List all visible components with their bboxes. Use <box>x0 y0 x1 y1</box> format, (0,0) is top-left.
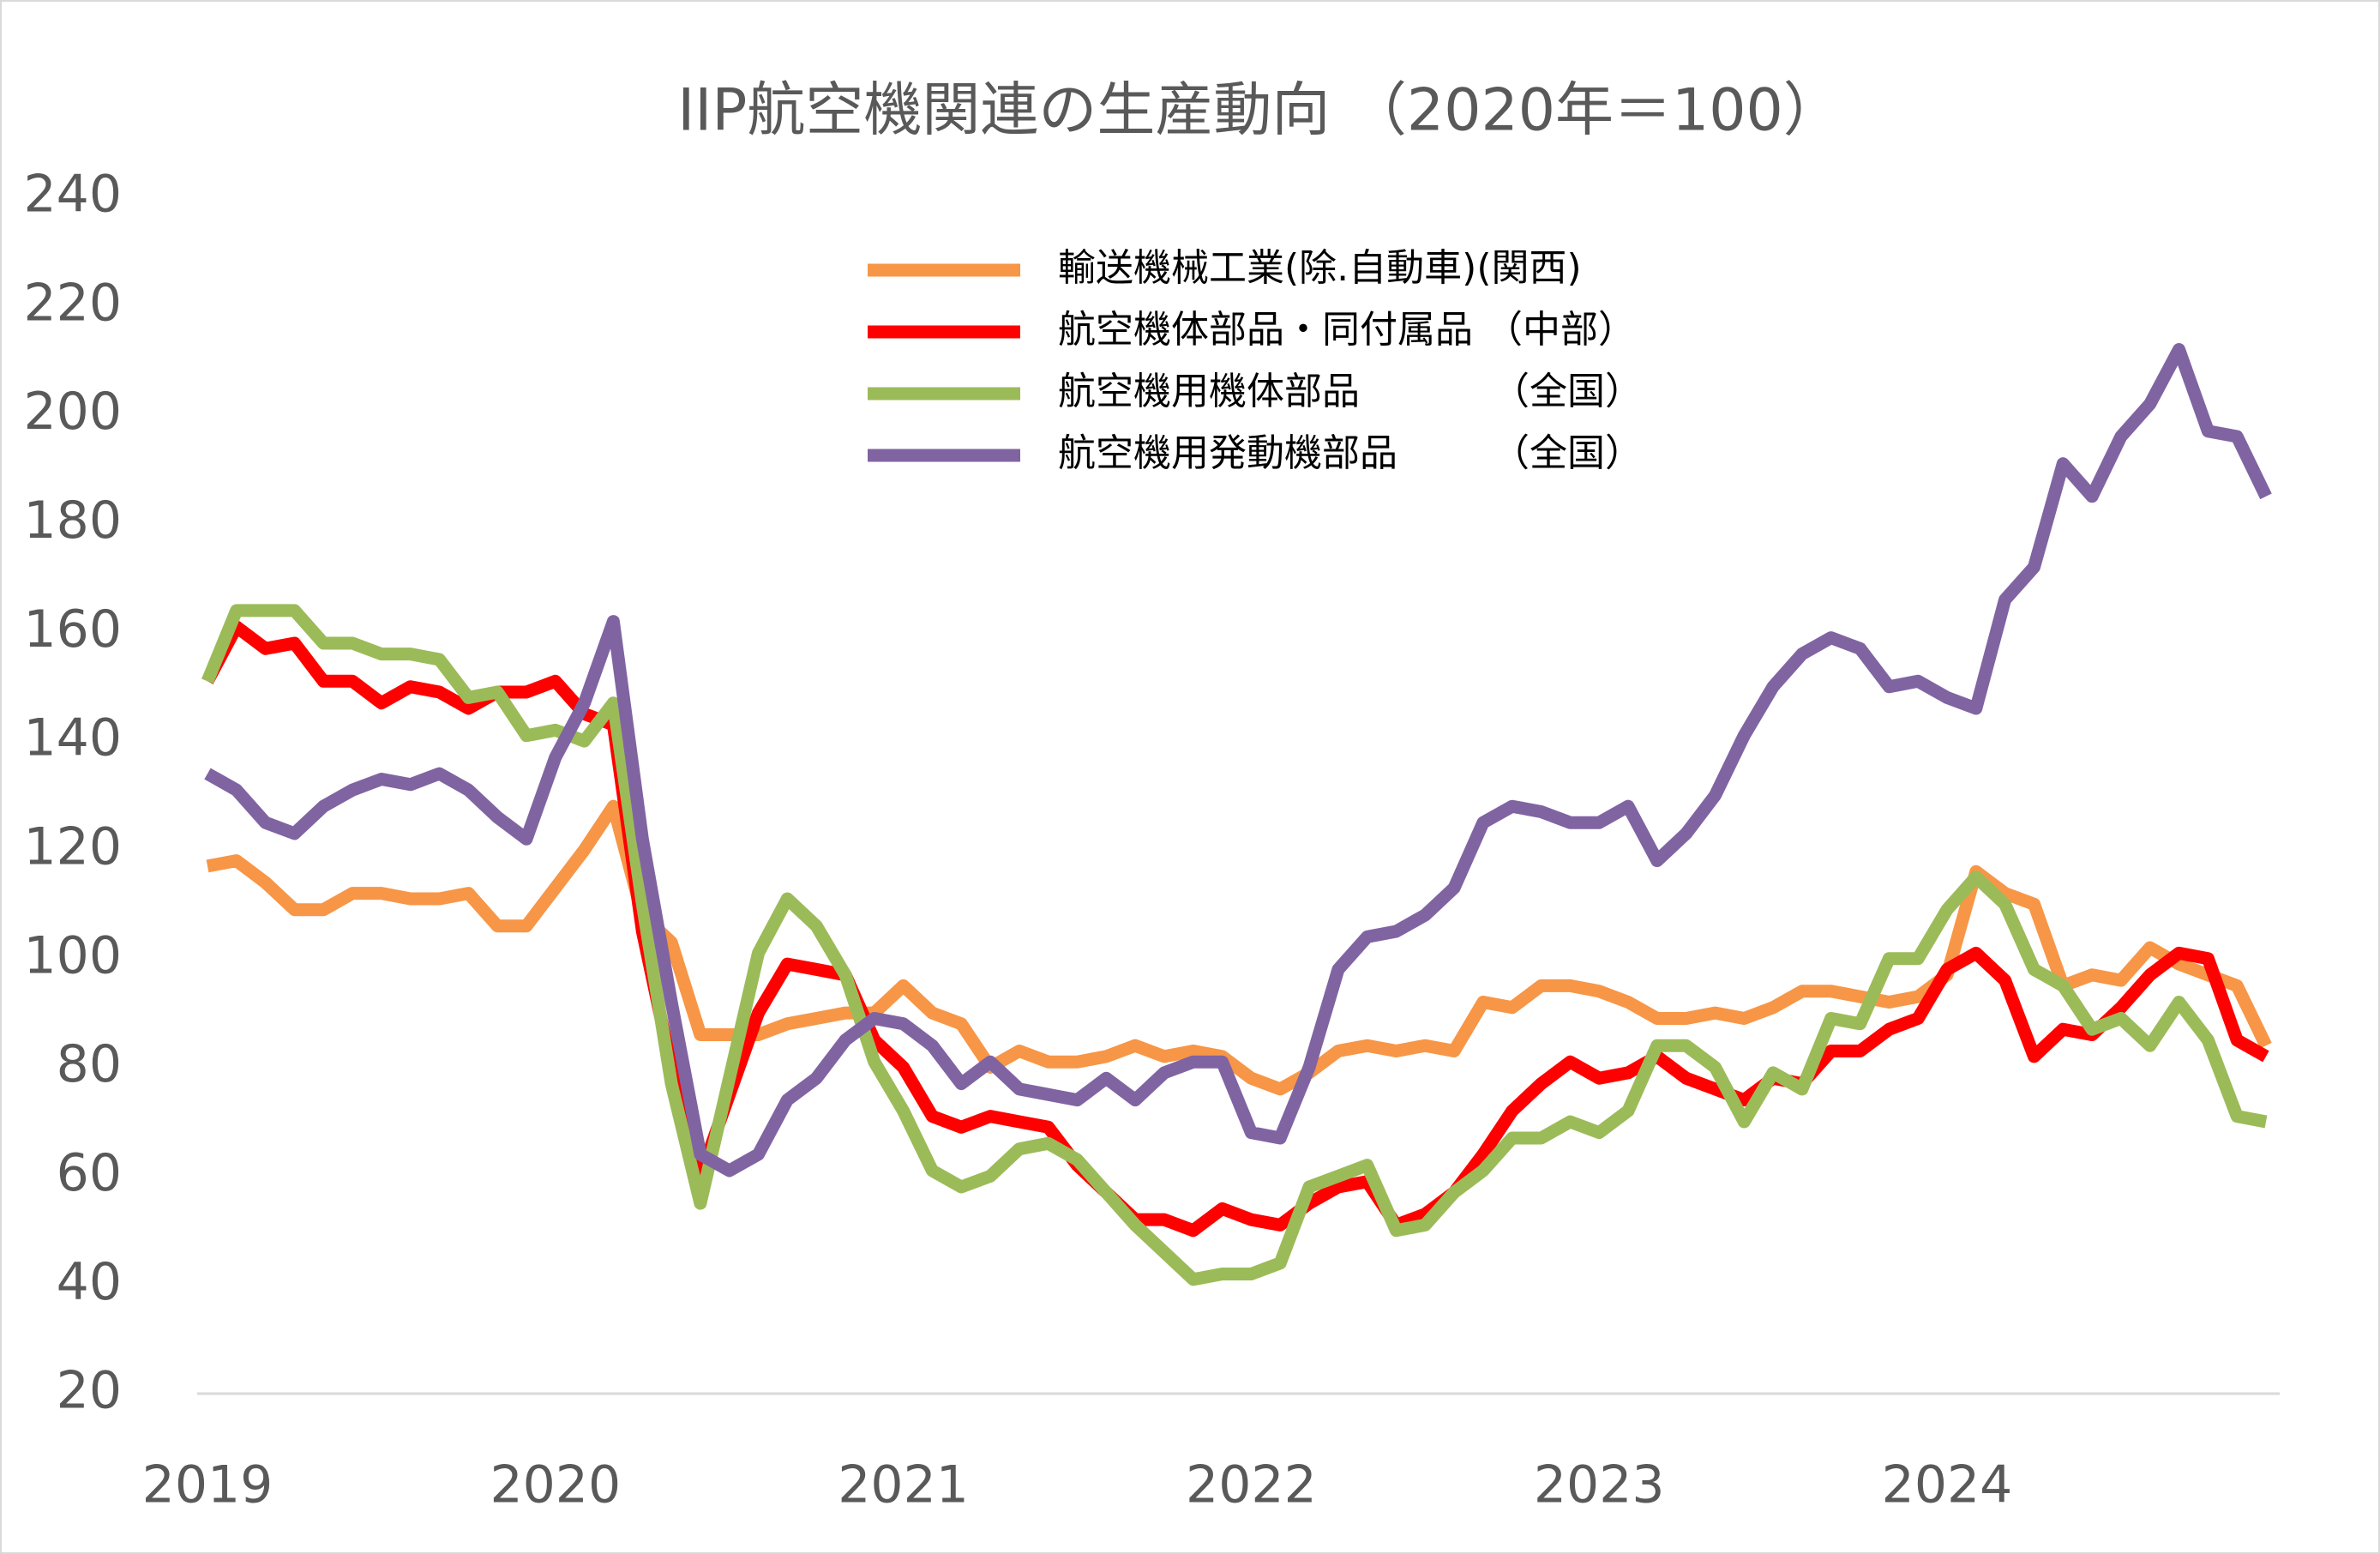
legend-label: 航空機用発動機部品 （全国） <box>1058 431 1643 475</box>
series-line <box>201 604 2268 1286</box>
x-tick-label: 2024 <box>1882 1455 2013 1515</box>
legend-label: 航空機体部品・同付属品 （中部） <box>1058 308 1636 352</box>
series-line <box>204 343 2272 1178</box>
y-tick-label: 100 <box>23 925 122 985</box>
y-tick-label: 240 <box>23 165 122 225</box>
y-tick-label: 20 <box>57 1361 122 1421</box>
series-line <box>201 620 2269 1238</box>
series-line <box>206 799 2272 1096</box>
x-tick-label: 2023 <box>1534 1455 1665 1515</box>
y-tick-label: 160 <box>23 599 122 660</box>
x-tick-label: 2019 <box>142 1455 273 1515</box>
y-tick-label: 80 <box>57 1034 122 1094</box>
y-tick-label: 180 <box>23 491 122 551</box>
y-tick-label: 40 <box>57 1252 122 1312</box>
y-tick-label: 120 <box>23 817 122 877</box>
x-tick-label: 2021 <box>838 1455 969 1515</box>
y-tick-label: 140 <box>23 708 122 768</box>
y-tick-label: 60 <box>57 1143 122 1203</box>
y-tick-label: 200 <box>23 382 122 442</box>
x-tick-label: 2022 <box>1186 1455 1317 1515</box>
chart-title: IIP航空機関連の生産動向 （2020年＝100） <box>677 77 1842 145</box>
legend-label: 輸送機械工業(除.自動車)(関西) <box>1058 246 1582 290</box>
y-tick-label: 220 <box>23 273 122 333</box>
legend-label: 航空機用機体部品 （全国） <box>1058 370 1643 413</box>
x-tick-label: 2020 <box>490 1455 621 1515</box>
